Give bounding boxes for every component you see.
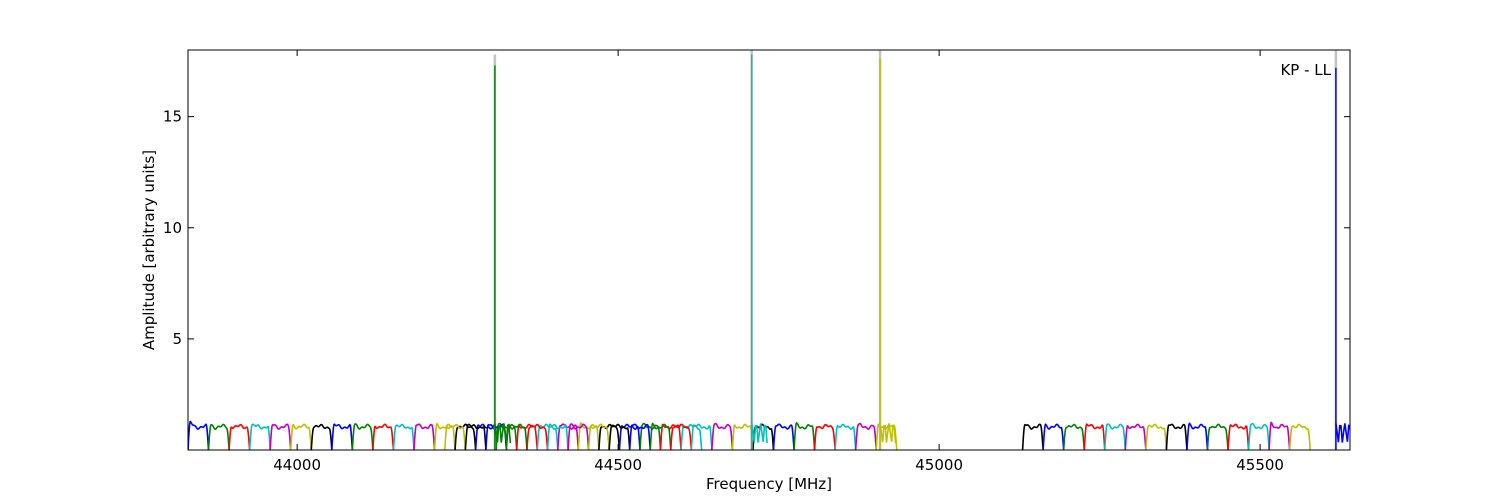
plot-frame xyxy=(187,49,1351,451)
y-tick-label: 15 xyxy=(163,108,182,126)
spike-ripple xyxy=(879,423,897,444)
channel-trace xyxy=(536,423,559,450)
channel-trace xyxy=(248,423,271,450)
y-axis-ticks: 5 10 15 xyxy=(163,108,1350,348)
channel-trace xyxy=(505,423,528,450)
channel-trace xyxy=(1042,423,1065,450)
channel-trace xyxy=(289,423,313,450)
channel-trace xyxy=(188,420,210,450)
channel-trace xyxy=(608,423,631,450)
x-tick-label: 45000 xyxy=(915,456,963,474)
channel-trace xyxy=(731,423,754,450)
channel-trace xyxy=(331,423,354,450)
channel-trace xyxy=(1206,423,1229,450)
x-tick-label: 44000 xyxy=(273,456,321,474)
channel-trace xyxy=(444,423,467,450)
channel-trace xyxy=(772,423,795,450)
channel-trace xyxy=(649,422,672,450)
x-axis-label: Frequency [MHz] xyxy=(706,475,832,493)
channel-trace xyxy=(464,423,487,450)
channel-trace xyxy=(556,423,580,450)
channel-trace xyxy=(1103,423,1127,450)
channel-trace xyxy=(207,423,230,450)
channel-trace xyxy=(310,423,333,450)
channel-trace xyxy=(813,423,836,450)
channel-trace xyxy=(680,423,703,450)
channel-trace xyxy=(1165,423,1188,450)
channel-trace xyxy=(495,422,518,450)
channel-trace xyxy=(269,423,292,450)
channel-trace xyxy=(1145,423,1168,450)
spike-ripple xyxy=(750,423,768,444)
channel-trace xyxy=(587,423,610,450)
channel-trace xyxy=(834,423,857,450)
channel-trace xyxy=(628,423,652,450)
spike-ripple xyxy=(1335,423,1350,443)
channel-trace xyxy=(567,423,590,450)
channel-trace xyxy=(546,423,569,450)
channel-trace xyxy=(711,422,734,450)
chart-annotation: KP - LL xyxy=(1280,61,1331,79)
plot-background xyxy=(188,50,1350,450)
channel-trace xyxy=(228,423,251,450)
channel-trace xyxy=(793,421,816,450)
spike-ripple xyxy=(494,423,512,444)
y-tick-label: 10 xyxy=(163,219,182,237)
y-tick-label: 5 xyxy=(172,330,182,348)
channel-trace xyxy=(526,423,549,450)
channel-trace xyxy=(690,423,713,450)
channel-trace xyxy=(1021,423,1044,450)
x-tick-label: 45500 xyxy=(1236,456,1284,474)
channel-trace xyxy=(1062,423,1086,450)
channel-trace xyxy=(1288,423,1311,450)
channel-trace xyxy=(1186,422,1209,450)
channel-trace xyxy=(1124,423,1147,450)
channel-trace xyxy=(413,423,436,450)
y-axis-label: Amplitude [arbitrary units] xyxy=(140,150,158,350)
channel-trace xyxy=(351,423,374,450)
channel-trace xyxy=(659,423,682,450)
channel-trace xyxy=(433,422,456,450)
channel-trace xyxy=(1268,421,1291,450)
channel-trace xyxy=(1247,422,1270,450)
channel-trace xyxy=(639,422,662,450)
x-tick-label: 44500 xyxy=(594,456,642,474)
x-axis-ticks: 44000 44500 45000 45500 xyxy=(273,50,1284,474)
channel-trace xyxy=(854,422,878,450)
channel-trace xyxy=(392,423,415,450)
channel-trace xyxy=(1083,423,1106,450)
spike-layer xyxy=(493,50,1350,450)
channel-trace xyxy=(372,423,395,450)
channel-trace xyxy=(1227,423,1250,450)
channel-trace xyxy=(669,423,693,450)
